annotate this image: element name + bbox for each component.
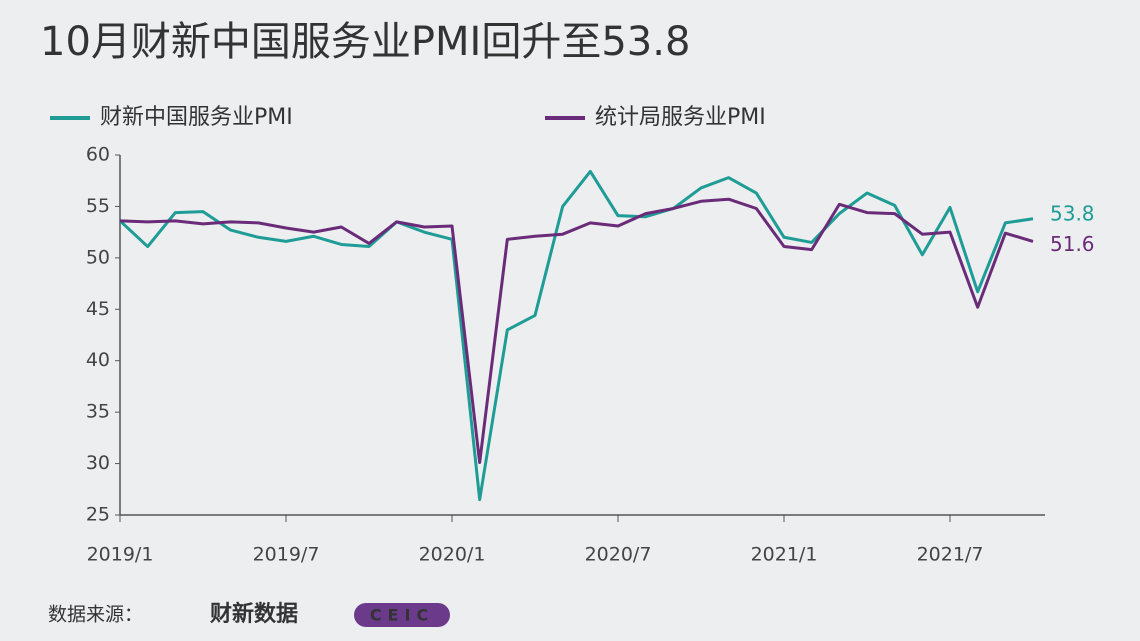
y-tick-label: 60 [86, 144, 110, 166]
series-line [119, 197, 1034, 465]
y-tick-label: 25 [86, 504, 110, 526]
y-tick-label: 55 [86, 195, 110, 217]
legend-label: 财新中国服务业PMI [100, 105, 293, 130]
end-value-label: 51.6 [1050, 232, 1095, 256]
y-tick-label: 50 [86, 246, 110, 268]
x-tick-label: 2019/1 [87, 544, 154, 566]
logo-badge [354, 603, 450, 627]
y-tick-label: 40 [86, 349, 110, 371]
x-tick-label: 2019/7 [253, 544, 320, 566]
source-label: 数据来源： [48, 604, 143, 626]
source-brand: 财新数据 [210, 601, 298, 627]
x-tick-label: 2020/1 [419, 544, 486, 566]
y-tick-label: 35 [86, 401, 110, 423]
y-tick-label: 30 [86, 452, 110, 474]
x-tick-label: 2021/1 [751, 544, 818, 566]
legend-label: 统计局服务业PMI [595, 105, 766, 130]
x-tick-label: 2021/7 [917, 544, 984, 566]
end-value-label: 53.8 [1050, 201, 1095, 225]
source-logo: CEIC [370, 606, 434, 625]
chart-title: 10月财新中国服务业PMI回升至53.8 [40, 19, 690, 65]
series-line [118, 169, 1034, 502]
x-tick-label: 2020/7 [585, 544, 652, 566]
y-tick-label: 45 [86, 298, 110, 320]
